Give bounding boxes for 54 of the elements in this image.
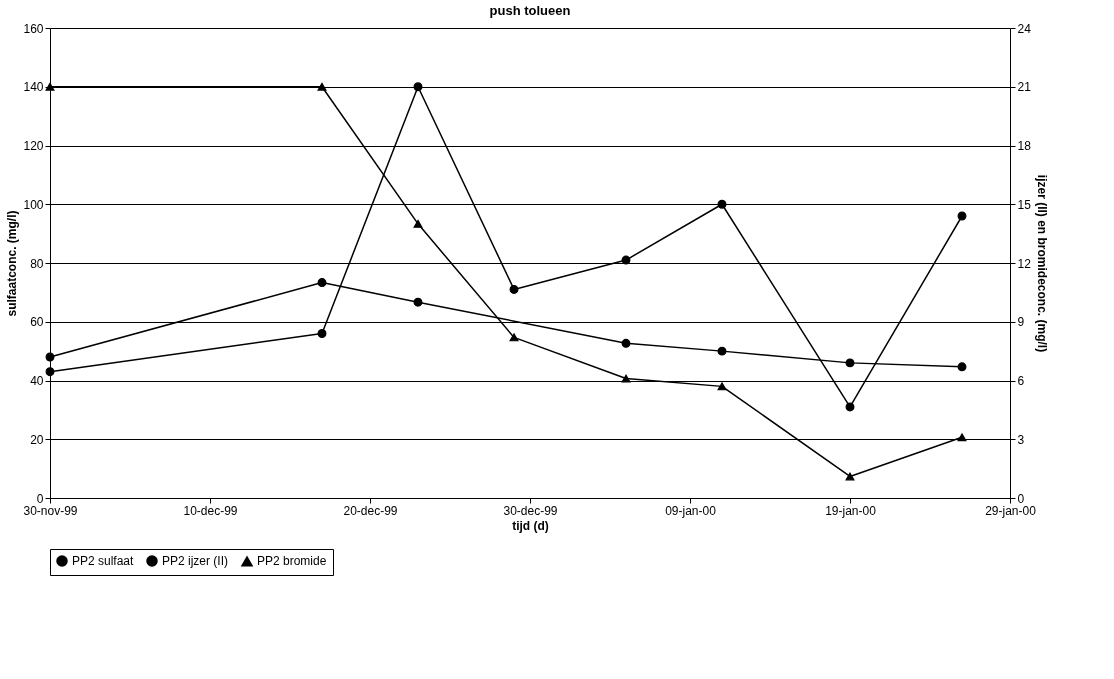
x-tick-label: 10-dec-99	[183, 503, 238, 518]
y-tick-label: 0	[36, 491, 44, 506]
legend-label: PP2 ijzer (II)	[162, 554, 229, 568]
chart-title: push tolueen	[489, 3, 571, 18]
point	[621, 255, 631, 265]
legend-label: PP2 sulfaat	[72, 554, 135, 568]
point	[45, 367, 55, 377]
point	[413, 297, 423, 307]
point	[413, 219, 423, 228]
y-tick-label: 160	[23, 21, 44, 36]
y2-tick-label: 9	[1017, 315, 1025, 330]
legend-label: PP2 bromide	[257, 554, 327, 569]
y-axis-title: sulfaatconc. (mg/l)	[5, 210, 20, 317]
y-tick-label: 140	[23, 80, 44, 95]
point	[717, 199, 727, 209]
point	[845, 358, 855, 368]
y-tick-label: 20	[30, 432, 44, 447]
y-tick-label: 40	[30, 374, 44, 388]
point	[845, 402, 855, 412]
point	[957, 433, 967, 442]
y-tick-label: 100	[23, 197, 44, 212]
y2-tick-label: 21	[1017, 80, 1032, 95]
point	[509, 333, 519, 342]
point	[509, 284, 519, 294]
x-tick-label: 09-jan-00	[665, 503, 717, 518]
y2-tick-label: 15	[1017, 197, 1032, 212]
point	[45, 352, 55, 362]
x-tick-label: 30-nov-99	[23, 503, 78, 518]
point	[317, 82, 327, 91]
y2-axis-title: ijzer (II) en bromideconc. (mg/l)	[1034, 174, 1049, 353]
point	[317, 329, 327, 338]
point	[957, 211, 967, 221]
y-tick-label: 60	[30, 315, 44, 330]
y2-tick-label: 3	[1017, 432, 1025, 447]
point	[413, 82, 423, 92]
y2-tick-label: 18	[1017, 139, 1032, 153]
y-tick-label: 80	[30, 256, 44, 271]
y2-tick-label: 6	[1017, 374, 1025, 388]
point	[957, 362, 967, 372]
point	[717, 346, 727, 356]
point	[621, 374, 631, 383]
x-axis-title: tijd (d)	[512, 518, 549, 533]
y2-tick-label: 12	[1017, 256, 1032, 271]
y2-tick-label: 0	[1017, 491, 1025, 506]
point	[845, 472, 855, 481]
x-tick-label: 29-jan-00	[985, 503, 1037, 518]
x-tick-label: 20-dec-99	[343, 503, 398, 518]
point	[717, 382, 727, 391]
x-tick-label: 30-dec-99	[503, 503, 558, 518]
point	[621, 338, 631, 348]
y2-tick-label: 24	[1017, 21, 1032, 36]
y-tick-label: 120	[23, 139, 44, 153]
point	[317, 278, 327, 288]
x-tick-label: 19-jan-00	[825, 503, 877, 518]
